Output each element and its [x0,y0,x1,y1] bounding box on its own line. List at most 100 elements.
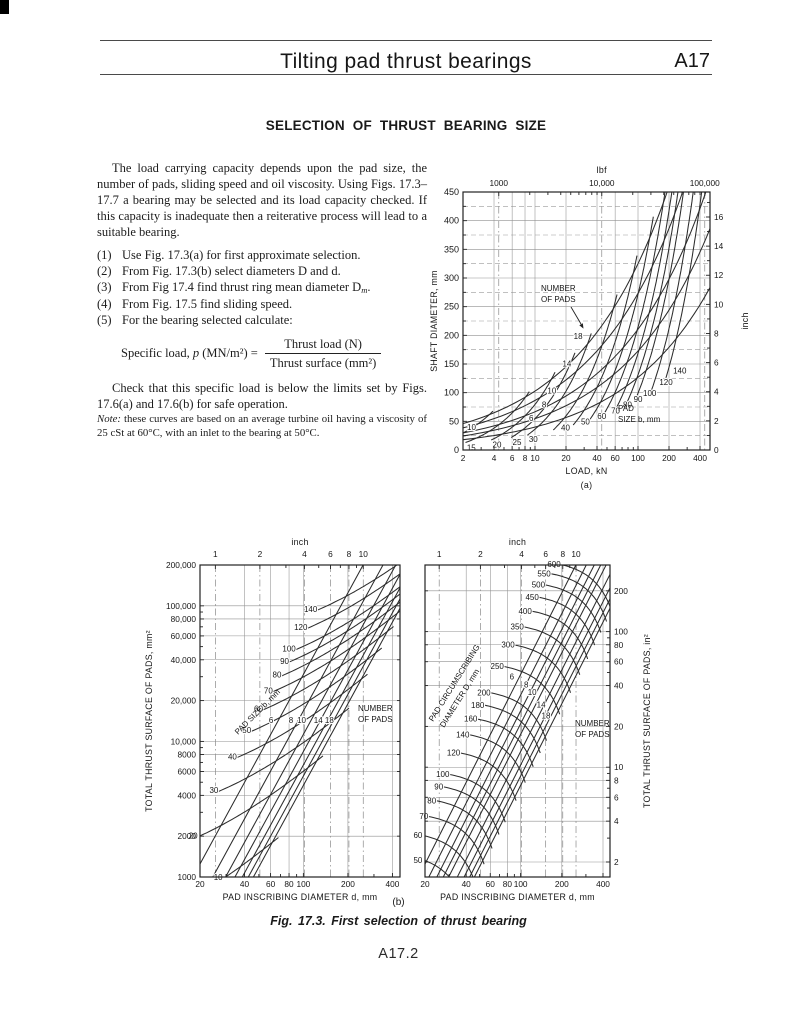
svg-text:90: 90 [280,657,289,666]
svg-text:10: 10 [528,688,537,697]
svg-text:14: 14 [562,359,571,368]
svg-text:60: 60 [597,412,606,421]
svg-text:70: 70 [264,686,273,695]
svg-text:10: 10 [571,549,581,559]
step-text: Use Fig. 17.3(a) for first approximate s… [122,248,361,262]
specific-load-formula: Specific load, p (MN/m²) = Thrust load (… [121,336,427,371]
svg-text:200: 200 [477,688,491,697]
svg-text:250: 250 [444,302,459,312]
svg-text:400: 400 [693,453,707,463]
svg-text:TOTAL THRUST SURFACE OF PADS,: TOTAL THRUST SURFACE OF PADS, in² [642,634,652,808]
svg-text:18: 18 [542,711,551,720]
svg-text:6: 6 [614,792,619,802]
svg-text:20,000: 20,000 [171,696,197,706]
svg-text:6: 6 [529,414,534,423]
svg-text:90: 90 [634,395,643,404]
step-text: From Fig. 17.5 find sliding speed. [122,296,293,311]
svg-text:16: 16 [714,212,724,222]
svg-text:200: 200 [444,330,459,340]
svg-text:PAD: PAD [618,404,634,413]
svg-text:LOAD, kN: LOAD, kN [566,466,608,476]
svg-text:50: 50 [581,418,590,427]
svg-text:25: 25 [513,438,522,447]
svg-text:OF PADS: OF PADS [358,715,393,724]
svg-text:2000: 2000 [178,831,197,841]
svg-text:20: 20 [189,832,198,841]
svg-text:90: 90 [434,782,443,791]
svg-text:200: 200 [341,879,355,889]
svg-text:2: 2 [478,549,483,559]
svg-text:40: 40 [462,879,472,889]
curves [463,192,710,443]
header-rule [100,40,712,43]
svg-text:NUMBER: NUMBER [358,704,393,713]
svg-text:140: 140 [304,605,318,614]
svg-text:100: 100 [514,879,528,889]
svg-text:20: 20 [493,441,502,450]
svg-text:18: 18 [574,332,583,341]
formula-fraction: Thrust load (N) Thrust surface (mm²) [264,336,382,371]
svg-text:lbf: lbf [597,165,607,175]
page-title: Tilting pad thrust bearings [280,50,532,73]
scan-corner-mark [0,0,9,14]
procedure-step-list: (1) Use Fig. 17.3(a) for first approximat… [97,247,427,328]
svg-text:14: 14 [314,716,323,725]
svg-text:TOTAL THRUST SURFACE OF PADS,: TOTAL THRUST SURFACE OF PADS, mm² [144,630,154,812]
svg-text:8: 8 [523,453,528,463]
svg-text:(a): (a) [581,480,593,490]
svg-text:100: 100 [282,644,296,653]
svg-text:20: 20 [195,879,205,889]
axes: 0501001502002503003504004500246810121416… [429,165,750,490]
chart-b-right-pad-surface-in2: 5060708090100120140160180200250300350400… [412,537,652,902]
svg-text:10: 10 [614,762,624,772]
svg-text:60: 60 [266,879,276,889]
svg-text:10: 10 [714,299,724,309]
step-number: (4) [97,296,112,311]
step-number: (3) [97,280,112,294]
svg-text:400: 400 [518,607,532,616]
svg-text:100: 100 [631,453,645,463]
svg-text:40,000: 40,000 [171,655,197,665]
svg-text:40: 40 [592,453,602,463]
svg-text:40: 40 [228,752,237,761]
svg-text:400: 400 [596,879,610,889]
svg-text:10: 10 [359,549,369,559]
section-page-ref: A17 [674,50,710,72]
svg-text:100: 100 [296,879,310,889]
svg-text:70: 70 [419,812,428,821]
svg-text:40: 40 [614,681,624,691]
svg-text:100: 100 [436,770,450,779]
svg-text:80: 80 [503,879,513,889]
formula-numerator: Thrust load (N) [264,336,382,354]
svg-text:50: 50 [242,726,251,735]
svg-text:300: 300 [444,273,459,283]
svg-text:100: 100 [614,627,628,637]
svg-text:inch: inch [291,537,308,547]
svg-text:80: 80 [273,671,282,680]
svg-text:20: 20 [561,453,571,463]
step-number: (1) [97,248,112,262]
svg-text:1000: 1000 [178,872,197,882]
svg-text:200: 200 [614,586,628,596]
svg-text:30: 30 [529,435,538,444]
svg-text:120: 120 [294,623,308,632]
svg-text:4: 4 [714,387,719,397]
curves [425,565,610,877]
svg-text:80: 80 [623,401,632,410]
svg-text:150: 150 [444,359,459,369]
svg-text:120: 120 [447,749,461,758]
step-text: For the bearing selected calculate: [122,312,293,327]
svg-text:60: 60 [611,453,621,463]
formula-denominator: Thrust surface (mm²) [269,355,377,370]
grid [463,192,710,450]
formula-label: Specific load, p (MN/m²) = [121,346,258,361]
svg-text:60,000: 60,000 [171,631,197,641]
svg-text:6: 6 [543,549,548,559]
svg-text:0: 0 [454,445,459,455]
svg-text:6: 6 [714,358,719,368]
svg-text:60: 60 [254,705,263,714]
body-text-column: The load carrying capacity depends upon … [97,160,427,440]
